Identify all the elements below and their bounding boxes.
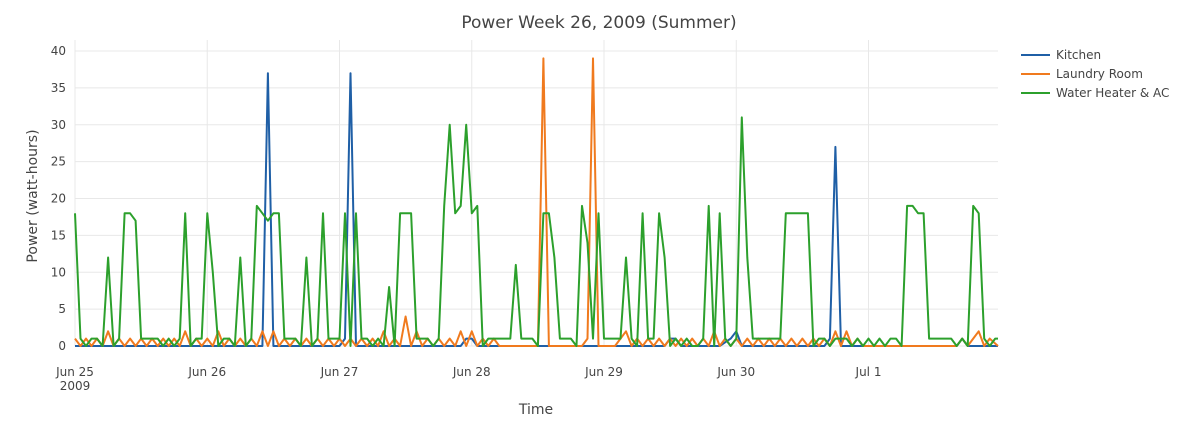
x-tick-label: Jun 29 xyxy=(584,365,623,379)
y-tick-label: 35 xyxy=(51,81,66,95)
legend-label: Laundry Room xyxy=(1056,67,1143,81)
x-tick-label: Jun 30 xyxy=(716,365,755,379)
y-tick-label: 40 xyxy=(51,44,66,58)
y-tick-label: 5 xyxy=(58,302,66,316)
x-tick-sublabel: 2009 xyxy=(60,379,91,393)
grid xyxy=(74,40,998,347)
series-line-laundry-room xyxy=(74,57,999,347)
legend-label: Water Heater & AC xyxy=(1056,86,1169,100)
y-axis-ticks: 0 5 10 15 20 25 30 35 40 xyxy=(51,44,66,353)
y-tick-label: 30 xyxy=(51,118,66,132)
series-group xyxy=(74,57,999,347)
y-tick-label: 0 xyxy=(58,339,66,353)
y-axis-title: Power (watt-hours) xyxy=(25,129,41,262)
chart-title: Power Week 26, 2009 (Summer) xyxy=(461,13,736,33)
series-line-water-heater-ac xyxy=(74,116,998,347)
legend: Kitchen Laundry Room Water Heater & AC xyxy=(1021,48,1169,100)
y-tick-label: 25 xyxy=(51,155,66,169)
x-tick-label: Jun 25 xyxy=(55,365,94,379)
x-tick-label: Jul 1 xyxy=(855,365,882,379)
legend-label: Kitchen xyxy=(1056,48,1101,62)
x-tick-label: Jun 27 xyxy=(320,365,359,379)
x-axis-title: Time xyxy=(518,402,553,418)
y-tick-label: 20 xyxy=(51,192,66,206)
series-line-kitchen xyxy=(75,72,998,347)
y-tick-label: 10 xyxy=(51,265,66,279)
x-tick-label: Jun 26 xyxy=(187,365,226,379)
y-tick-label: 15 xyxy=(51,228,66,242)
x-tick-label: Jun 28 xyxy=(452,365,491,379)
